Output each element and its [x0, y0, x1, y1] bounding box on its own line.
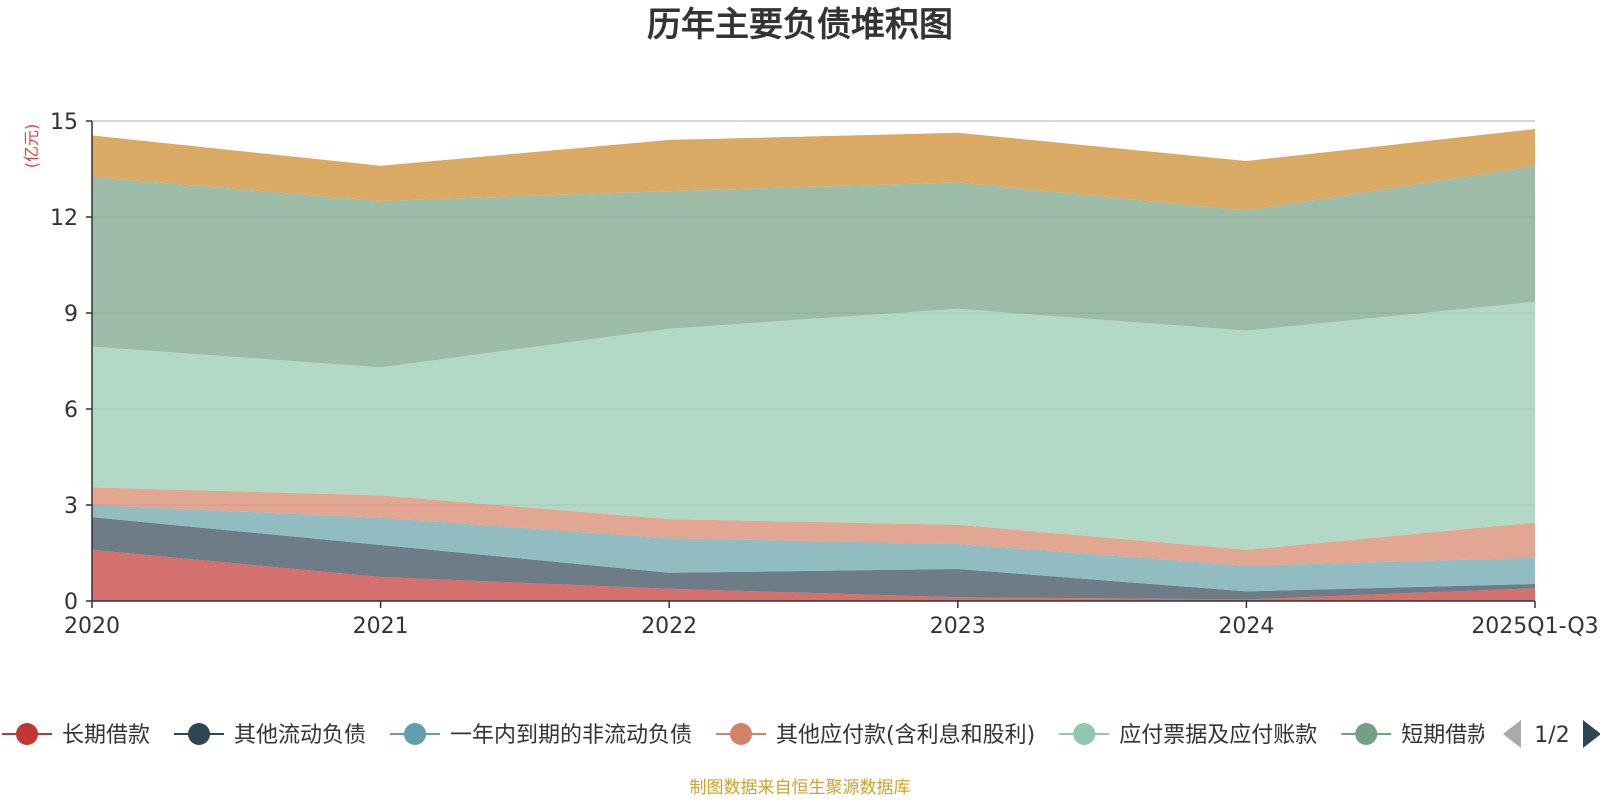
legend-item-4[interactable]: 应付票据及应付账款: [1059, 723, 1317, 748]
area-series-6: [92, 129, 1535, 211]
legend-label: 短期借款: [1401, 723, 1489, 748]
y-tick-label: 0: [64, 590, 78, 615]
legend-item-0[interactable]: 长期借款: [2, 723, 150, 748]
legend-circle-marker: [16, 723, 38, 745]
stacked-areas: [92, 129, 1535, 601]
legend-circle-marker: [1073, 723, 1096, 745]
chart-title: 历年主要负债堆积图: [647, 5, 953, 45]
legend-circle-marker: [188, 723, 211, 745]
x-tick-label: 2024: [1218, 614, 1274, 639]
legend-item-1[interactable]: 其他流动负债: [174, 723, 366, 748]
legend-circle-marker: [730, 723, 753, 745]
triangle-right-icon[interactable]: [1583, 720, 1600, 748]
legend-item-2[interactable]: 一年内到期的非流动负债: [390, 723, 692, 748]
legend-page-indicator: 1/2: [1534, 723, 1569, 748]
axes: 0 3 6 9 12 15 2020 2021 2022 2023 2024 2025Q1-Q3 (亿元…: [22, 110, 1599, 639]
y-tick-label: 3: [64, 494, 78, 519]
x-tick-label: 2023: [930, 614, 986, 639]
legend-items: 长期借款 其他流动负债 一年内到期的非流动负债 其他应付款(含利息和股利) 应付票据及应…: [2, 723, 1489, 748]
y-tick-label: 9: [64, 302, 78, 327]
legend-label: 应付票据及应付账款: [1119, 723, 1317, 748]
area-series-3: [92, 487, 1535, 566]
x-tick-label: 2020: [64, 614, 120, 639]
y-tick-label: 15: [50, 110, 78, 135]
area-series-1: [92, 517, 1535, 600]
x-tick-label: 2025Q1-Q3: [1471, 614, 1598, 639]
legend-circle-marker: [404, 723, 427, 745]
legend-label: 一年内到期的非流动负债: [450, 723, 692, 748]
area-series-2: [92, 505, 1535, 592]
area-series-5: [92, 165, 1535, 368]
data-source-footer: 制图数据来自恒生聚源数据库: [689, 778, 911, 798]
triangle-left-icon[interactable]: [1503, 720, 1521, 748]
legend: 长期借款 其他流动负债 一年内到期的非流动负债 其他应付款(含利息和股利) 应付票据及应…: [2, 723, 1489, 748]
x-tick-label: 2022: [641, 614, 697, 639]
area-series-4: [92, 301, 1535, 550]
legend-label: 其他流动负债: [234, 723, 366, 748]
y-tick-label: 6: [64, 398, 78, 423]
y-unit-label: (亿元): [22, 124, 41, 169]
area-series-0: [92, 549, 1535, 601]
legend-item-3[interactable]: 其他应付款(含利息和股利): [716, 723, 1035, 748]
legend-item-5[interactable]: 短期借款: [1341, 723, 1489, 748]
x-tick-label: 2021: [353, 614, 409, 639]
legend-circle-marker: [1355, 723, 1378, 745]
legend-pager: 1/2: [1503, 720, 1600, 748]
legend-label: 其他应付款(含利息和股利): [776, 723, 1035, 748]
y-tick-label: 12: [50, 206, 78, 231]
legend-label: 长期借款: [62, 723, 150, 748]
